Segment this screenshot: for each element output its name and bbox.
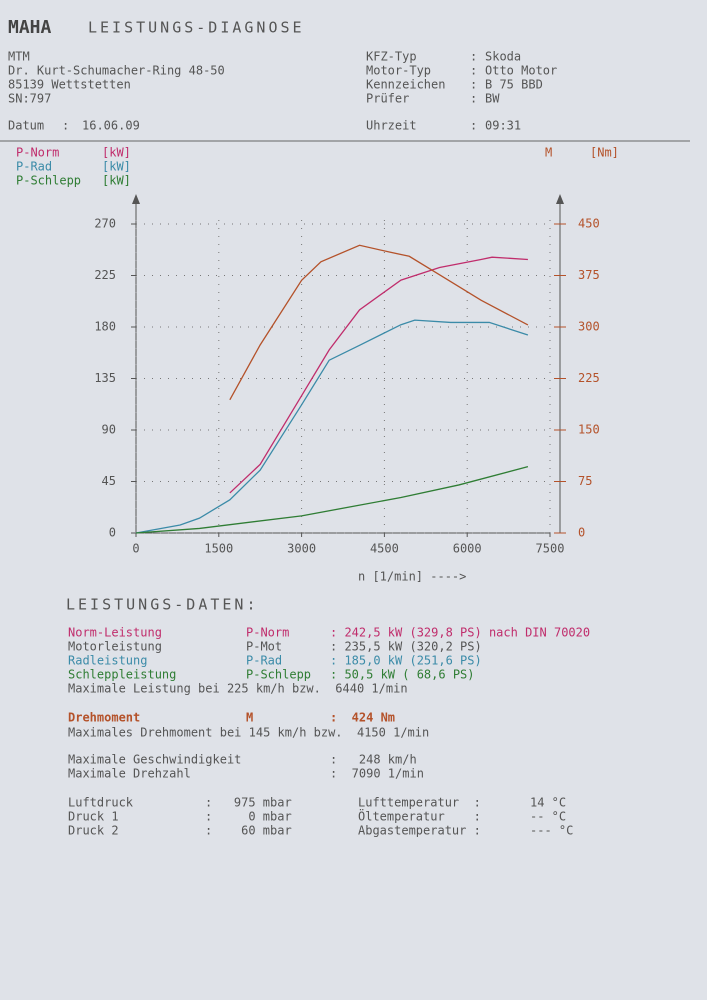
colon: : [470, 92, 477, 106]
series-line [135, 319, 529, 534]
result-text: : 185,0 kW (251,6 PS) [330, 654, 482, 668]
legend-unit: [kW] [102, 146, 131, 160]
result-text: Öltemperatur : [358, 808, 481, 824]
info-label: Prüfer [366, 92, 409, 106]
time-value: 09:31 [485, 119, 521, 133]
series-line [135, 465, 529, 534]
result-text: M [246, 711, 253, 725]
legend-label: P-Norm [16, 146, 59, 160]
legend-unit: [kW] [102, 174, 131, 188]
y2-tick-label: 225 [578, 371, 600, 385]
y-tick-label: 45 [102, 474, 116, 488]
x-tick-label: 7500 [536, 542, 565, 556]
y-tick-label: 225 [94, 268, 116, 282]
legend-label: M [545, 146, 552, 160]
date: 16.06.09 [82, 119, 140, 133]
result-text: : 60 mbar [205, 824, 292, 838]
result-text: Abgastemperatur : [358, 824, 481, 838]
axis-arrow [132, 194, 140, 204]
colon: : [470, 50, 477, 64]
result-text: Druck 2 [68, 824, 119, 838]
legend-label: P-Schlepp [16, 174, 81, 188]
y2-tick-label: 150 [578, 423, 600, 437]
result-text: : 235,5 kW (320,2 PS) [330, 640, 482, 654]
result-text: Luftdruck [68, 796, 134, 810]
y2-tick-label: 450 [578, 217, 600, 231]
address: SN:797 [8, 92, 51, 106]
y2-tick-label: 75 [578, 474, 592, 488]
info-label: Motor-Typ [366, 64, 431, 78]
result-text: Schleppleistung [68, 668, 176, 682]
x-axis-label: n [1/min] ----> [358, 570, 466, 584]
results-title: LEISTUNGS-DATEN: [66, 596, 259, 614]
result-text: P-Rad [246, 654, 282, 668]
address: Dr. Kurt-Schumacher-Ring 48-50 [8, 64, 225, 78]
x-tick-label: 1500 [204, 542, 233, 556]
address: MTM [8, 50, 30, 64]
result-text: Druck 1 [68, 810, 119, 824]
result-text: : 975 mbar [205, 796, 292, 810]
legend-unit: [kW] [102, 160, 131, 174]
colon: : [470, 119, 477, 133]
result-text: Drehmoment [68, 711, 140, 725]
result-text: : 50,5 kW ( 68,6 PS) [330, 668, 475, 682]
info: KFZ-Typ: Skoda Motor-Typ: Otto Motor Kennzei… [366, 50, 557, 133]
axis-arrow [556, 194, 564, 204]
result-text: -- °C [530, 810, 566, 824]
result-text: Lufttemperatur : [358, 796, 481, 810]
time-label: Uhrzeit [366, 119, 417, 133]
results: Norm-Leistung P-Norm : 242,5 kW (329,8 PS)… [68, 626, 590, 838]
result-text: 14 °C [530, 796, 566, 810]
result-text: Maximale Leistung bei 225 km/h bzw. 6440… [68, 682, 408, 696]
y-tick-label: 270 [94, 217, 116, 231]
y2-tick-label: 375 [578, 268, 600, 282]
info-value: BW [485, 92, 500, 106]
doc-title: LEISTUNGS-DIAGNOSE [88, 19, 305, 37]
legend-label: P-Rad [16, 160, 52, 174]
info-label: Kennzeichen [366, 78, 445, 92]
colon: : [470, 78, 477, 92]
series-line [229, 256, 528, 494]
series-line [229, 244, 529, 401]
y-tick-label: 135 [94, 371, 116, 385]
logo: MAHA [8, 17, 52, 38]
colon: : [62, 119, 69, 133]
x-tick-label: 6000 [453, 542, 482, 556]
info-label: KFZ-Typ [366, 50, 417, 64]
result-text: P-Schlepp [246, 668, 311, 682]
x-tick-label: 3000 [287, 542, 316, 556]
legend-unit: [Nm] [590, 146, 619, 160]
result-text: Maximales Drehmoment bei 145 km/h bzw. 4… [68, 726, 429, 740]
info-value: B 75 BBD [485, 78, 543, 92]
x-tick-label: 4500 [370, 542, 399, 556]
info-value: Otto Motor [485, 64, 557, 78]
result-text: --- °C [530, 824, 573, 838]
info-value: Skoda [485, 50, 521, 64]
result-text: Maximale Geschwindigkeit [68, 753, 241, 767]
date-label: Datum [8, 119, 44, 133]
result-text: Norm-Leistung [68, 626, 162, 640]
result-text: P-Norm [246, 626, 289, 640]
address: 85139 Wettstetten [8, 78, 131, 92]
y2-tick-label: 0 [578, 526, 585, 540]
y-tick-label: 90 [102, 423, 116, 437]
y2-tick-label: 300 [578, 320, 600, 334]
x-tick-label: 0 [132, 542, 139, 556]
result-text: Motorleistung [68, 640, 162, 654]
result-text: Maximale Drehzahl [68, 767, 191, 781]
result-text: P-Mot [246, 640, 282, 654]
result-text: : 7090 1/min [330, 767, 424, 781]
result-text: : 248 km/h [330, 753, 417, 767]
result-text: : 0 mbar [205, 810, 292, 824]
result-text: : 424 Nm [330, 711, 395, 725]
result-text: : 242,5 kW (329,8 PS) nach DIN 70020 [330, 626, 590, 640]
result-text: Radleistung [68, 654, 147, 668]
y-tick-label: 180 [94, 320, 116, 334]
y-tick-label: 0 [109, 526, 116, 540]
colon: : [470, 64, 477, 78]
